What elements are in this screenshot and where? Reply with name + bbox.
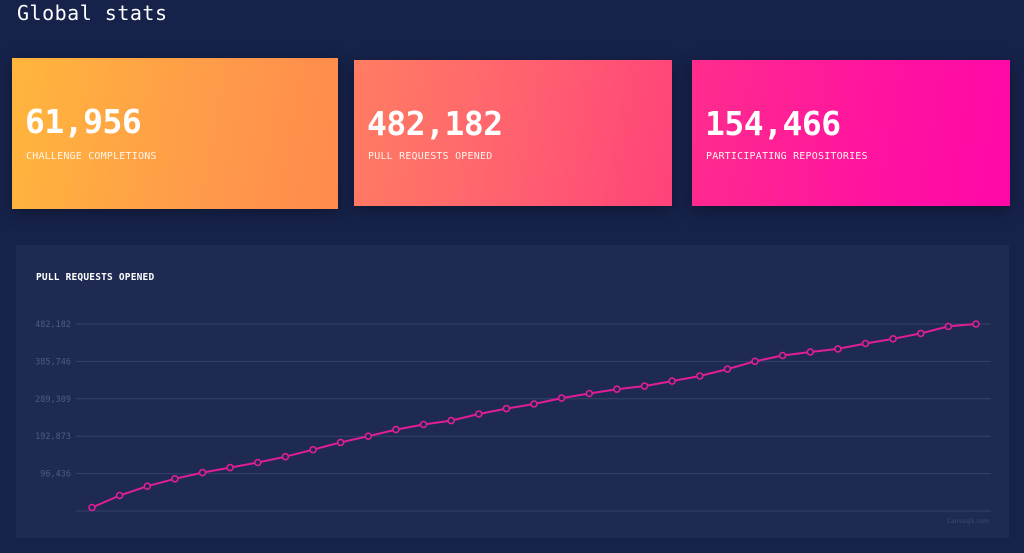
pull-requests-chart-panel: 96,436 192,873 289,309 385,746 482,182 Canva… — [16, 245, 1009, 538]
chart-gridlines — [76, 323, 991, 512]
data-point[interactable] — [198, 468, 207, 477]
pull-requests-line-chart: 96,436 192,873 289,309 385,746 482,182 Canva… — [35, 320, 991, 525]
data-point[interactable] — [309, 445, 317, 454]
stat-label: CHALLENGE COMPLETIONS — [26, 151, 157, 162]
y-tick-label: 289,309 — [35, 395, 71, 405]
data-point[interactable] — [972, 320, 980, 328]
series-line — [91, 323, 977, 509]
data-point[interactable] — [751, 357, 759, 366]
stat-label: PULL REQUESTS OPENED — [368, 151, 493, 162]
data-point[interactable] — [557, 394, 566, 402]
data-point[interactable] — [916, 329, 925, 338]
stat-value: 482,182 — [367, 104, 503, 143]
data-point[interactable] — [171, 475, 179, 483]
data-point[interactable] — [530, 400, 538, 408]
data-point[interactable] — [419, 420, 428, 429]
chart-title: PULL REQUESTS OPENED — [36, 272, 155, 283]
y-axis-ticks: 96,436 192,873 289,309 385,746 482,182 — [35, 320, 71, 480]
chart-series — [91, 323, 977, 509]
stat-label: PARTICIPATING REPOSITORIES — [706, 151, 868, 162]
data-point[interactable] — [806, 348, 815, 356]
data-point[interactable] — [392, 425, 400, 434]
y-tick-label: 192,873 — [35, 432, 71, 442]
data-point[interactable] — [613, 385, 621, 393]
data-point[interactable] — [585, 389, 594, 398]
data-point[interactable] — [474, 410, 483, 418]
data-point[interactable] — [861, 339, 870, 348]
stat-value: 154,466 — [705, 104, 841, 143]
data-point[interactable] — [640, 382, 649, 390]
stat-card-pull-requests: 482,182 PULL REQUESTS OPENED — [354, 60, 672, 206]
y-tick-label: 96,436 — [40, 470, 71, 480]
data-point[interactable] — [336, 438, 345, 447]
data-point[interactable] — [364, 432, 373, 440]
data-point[interactable] — [447, 416, 455, 425]
y-tick-label: 482,182 — [35, 320, 71, 330]
stat-card-challenge-completions: 61,956 CHALLENGE COMPLETIONS — [12, 58, 338, 209]
data-point[interactable] — [723, 365, 732, 373]
data-point[interactable] — [778, 351, 787, 360]
chart-points — [88, 320, 980, 512]
data-point[interactable] — [226, 463, 234, 472]
data-point[interactable] — [889, 335, 897, 343]
data-point[interactable] — [281, 452, 290, 461]
data-point[interactable] — [254, 458, 262, 467]
data-point[interactable] — [502, 404, 511, 413]
chart-credit: CanvasJS.com — [947, 518, 989, 525]
data-point[interactable] — [88, 503, 96, 512]
data-point[interactable] — [695, 372, 704, 380]
page-title: Global stats — [17, 1, 168, 25]
data-point[interactable] — [668, 377, 676, 385]
stat-card-participating-repositories: 154,466 PARTICIPATING REPOSITORIES — [692, 60, 1010, 206]
stat-value: 61,956 — [25, 102, 142, 141]
data-point[interactable] — [143, 482, 152, 490]
data-point[interactable] — [944, 322, 953, 331]
y-tick-label: 385,746 — [35, 357, 71, 367]
data-point[interactable] — [115, 491, 124, 500]
data-point[interactable] — [834, 345, 842, 353]
